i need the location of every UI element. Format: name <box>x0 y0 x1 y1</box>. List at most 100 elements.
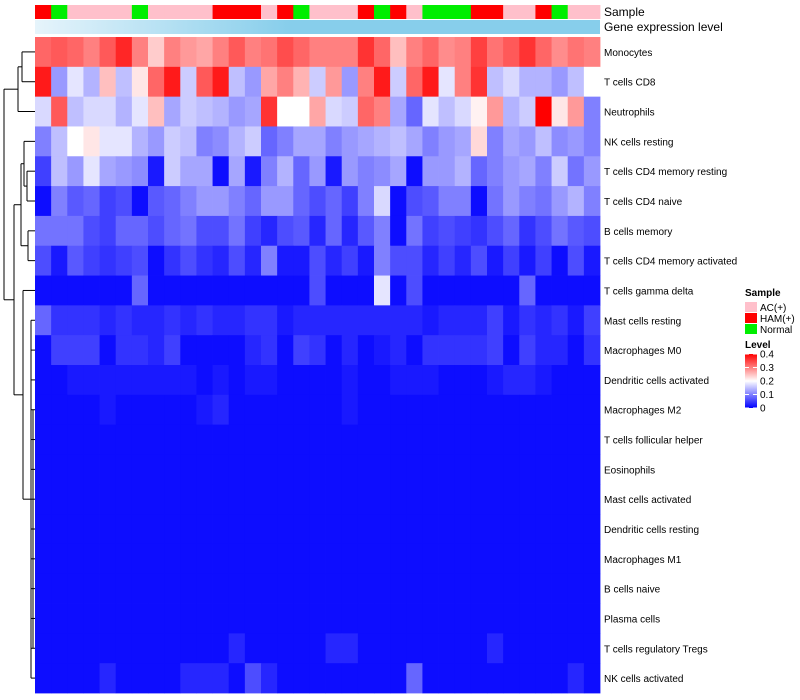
heatmap-cell <box>277 454 294 485</box>
heatmap-cell <box>131 126 149 157</box>
heatmap-cell <box>261 126 278 157</box>
heatmap-cell <box>406 305 423 336</box>
heatmap-cell <box>503 275 520 306</box>
heatmap-cell <box>374 365 391 396</box>
heatmap-cell <box>51 37 68 68</box>
heatmap-cell <box>551 424 569 455</box>
heatmap-cell <box>503 603 520 634</box>
heatmap-cell <box>535 275 552 306</box>
row-label: T cells follicular helper <box>604 436 703 447</box>
sample-annotation-cell <box>406 5 423 19</box>
heatmap-cell <box>470 37 488 68</box>
heatmap-cell <box>196 215 213 247</box>
sample-annotation-cell <box>454 5 472 19</box>
heatmap-cell <box>293 186 310 217</box>
heatmap-cell <box>470 365 488 396</box>
heatmap-cell <box>487 66 504 98</box>
heatmap-cell <box>470 394 488 426</box>
sample-annotation-cell <box>228 5 246 19</box>
heatmap-cell <box>180 37 197 68</box>
heatmap-cell <box>438 365 456 396</box>
heatmap-cell <box>131 37 149 68</box>
heatmap-cell <box>244 186 262 217</box>
heatmap-cell <box>83 484 100 515</box>
row-label: Dendritic cells resting <box>604 525 699 536</box>
heatmap-cell <box>406 394 423 426</box>
heatmap-cell <box>325 335 343 366</box>
heatmap-cell <box>180 335 197 366</box>
heatmap-cell <box>470 603 488 634</box>
heatmap-cell <box>519 573 536 604</box>
heatmap-cell <box>164 275 181 306</box>
sample-annotation-cell <box>67 5 84 19</box>
heatmap-cell <box>67 424 84 455</box>
heatmap-cell <box>148 603 165 634</box>
heatmap-cell <box>99 186 117 217</box>
heatmap-cell <box>535 305 552 336</box>
heatmap-cell <box>583 215 601 247</box>
expression-level-bar <box>35 20 600 34</box>
heatmap-cell <box>212 514 230 545</box>
heatmap-cell <box>357 186 375 217</box>
heatmap-cell <box>519 633 536 664</box>
heatmap-cell <box>212 215 230 247</box>
heatmap-cell <box>244 394 262 426</box>
row-label: Mast cells resting <box>604 316 681 327</box>
heatmap-cell <box>519 96 536 127</box>
sample-annotation-cell <box>164 5 181 19</box>
heatmap-cell <box>519 424 536 455</box>
heatmap-cell <box>35 37 52 68</box>
row-label: Macrophages M1 <box>604 555 682 566</box>
heatmap-cell <box>83 603 100 634</box>
heatmap-cell <box>148 514 165 545</box>
heatmap-cell <box>374 484 391 515</box>
heatmap-cell <box>115 454 133 485</box>
annotation-title-sample: Sample <box>604 5 645 19</box>
heatmap-cell <box>438 543 456 575</box>
heatmap-cell <box>390 663 407 694</box>
heatmap-cell <box>454 66 472 98</box>
heatmap-cell <box>454 424 472 455</box>
heatmap-cell <box>212 454 230 485</box>
row-labels: Monocytes T cells CD8 Neutrophils NK cells … <box>604 48 737 685</box>
heatmap-cell <box>390 305 407 336</box>
heatmap-cell <box>454 603 472 634</box>
row-label: T cells CD4 memory activated <box>604 257 737 268</box>
heatmap-cell <box>583 126 601 157</box>
heatmap-cell <box>503 484 520 515</box>
heatmap-cell <box>341 275 359 306</box>
heatmap-cell <box>438 245 456 276</box>
heatmap-cell <box>374 573 391 604</box>
sample-annotation-cell <box>51 5 68 19</box>
heatmap-cell <box>551 96 569 127</box>
heatmap-cell <box>374 126 391 157</box>
heatmap-cell <box>309 633 326 664</box>
heatmap-cell <box>470 275 488 306</box>
heatmap-cell <box>374 543 391 575</box>
heatmap-cell <box>244 66 262 98</box>
heatmap-cell <box>422 424 439 455</box>
heatmap-cell <box>131 186 149 217</box>
heatmap-cell <box>115 37 133 68</box>
heatmap-cell <box>67 156 84 187</box>
heatmap-cell <box>67 603 84 634</box>
heatmap-cell <box>293 573 310 604</box>
heatmap-cell <box>422 543 439 575</box>
heatmap-cell <box>131 96 149 127</box>
heatmap-cell <box>180 543 197 575</box>
heatmap-cell <box>406 37 423 68</box>
heatmap-cell <box>148 66 165 98</box>
heatmap-cell <box>583 543 601 575</box>
heatmap-cell <box>325 245 343 276</box>
heatmap-cell <box>309 663 326 694</box>
heatmap-cell <box>99 305 117 336</box>
heatmap-cell <box>357 156 375 187</box>
heatmap-cell <box>277 633 294 664</box>
heatmap-cell <box>583 573 601 604</box>
heatmap-cell <box>503 365 520 396</box>
heatmap-cell <box>454 186 472 217</box>
heatmap-cell <box>535 245 552 276</box>
heatmap-cell <box>519 66 536 98</box>
heatmap-cell <box>293 275 310 306</box>
